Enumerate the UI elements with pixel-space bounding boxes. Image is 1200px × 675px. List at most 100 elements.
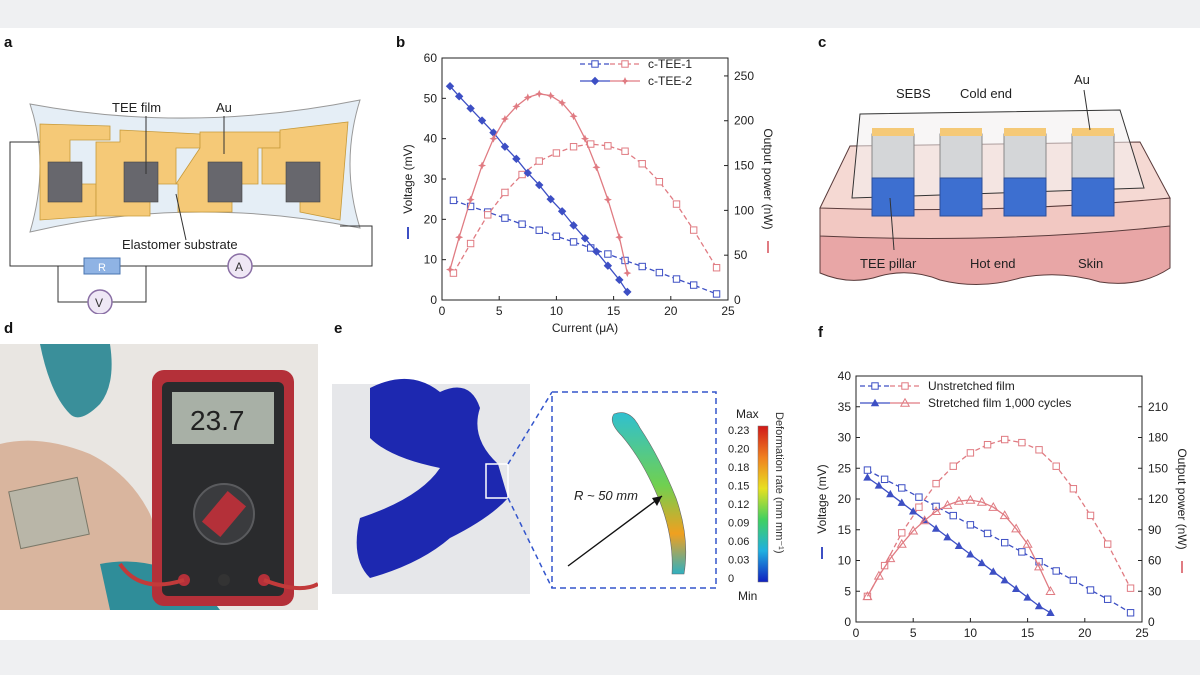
y-left-tick-label: 40 — [424, 132, 438, 146]
data-point — [603, 195, 612, 204]
y-left-tick-label: 35 — [838, 400, 852, 414]
colorbar-tick-label: 0.20 — [728, 444, 749, 456]
colorbar — [757, 425, 769, 583]
data-point — [931, 524, 941, 532]
series-line — [867, 469, 1131, 614]
colorbar-tick-label: 0.18 — [728, 462, 749, 474]
data-point — [898, 529, 906, 537]
data-point — [552, 149, 561, 157]
y-right-axis-label: Output power (nW) — [761, 128, 775, 229]
x-tick-label: 0 — [853, 626, 860, 640]
colorbar-tick-label: 0.06 — [728, 536, 749, 548]
data-point — [915, 493, 923, 501]
legend-marker — [621, 60, 629, 68]
data-point — [1034, 601, 1044, 610]
data-point — [1023, 593, 1032, 601]
data-point — [1018, 438, 1026, 447]
series-line — [453, 199, 717, 295]
data-point — [558, 98, 567, 107]
data-point — [535, 180, 544, 190]
colorbar-title: Deformation rate (mm mm⁻¹) — [773, 412, 785, 554]
x-tick-label: 10 — [964, 626, 978, 640]
data-point — [478, 161, 487, 170]
label-cold-end: Cold end — [960, 86, 1012, 101]
y-left-tick-label: 30 — [424, 172, 438, 186]
y-right-tick-label: 150 — [734, 159, 754, 173]
data-point — [512, 102, 521, 111]
ammeter-label: A — [235, 260, 243, 274]
data-point — [954, 541, 964, 549]
data-point — [466, 195, 475, 204]
data-point — [712, 290, 721, 298]
data-point — [1000, 575, 1009, 584]
y-left-tick-label: 20 — [424, 212, 438, 226]
figure: a TEE film Au Elastomer substrate — [0, 28, 1200, 640]
data-point — [1035, 446, 1043, 454]
x-tick-label: 25 — [721, 304, 735, 318]
y-left-tick-label: 30 — [838, 431, 852, 445]
data-point — [919, 515, 930, 525]
data-point — [623, 287, 632, 297]
x-tick-label: 15 — [1021, 626, 1035, 640]
legend-label: c-TEE-1 — [648, 57, 692, 71]
legend-marker — [591, 60, 599, 68]
legend-label: Unstretched film — [928, 379, 1015, 393]
probe-leads — [118, 562, 318, 591]
data-point — [863, 466, 872, 474]
label-sebs: SEBS — [896, 86, 931, 101]
label-tee-film: TEE film — [112, 100, 161, 115]
panel-label-c: c — [818, 34, 827, 51]
data-point — [1018, 548, 1026, 556]
data-point — [489, 134, 498, 143]
data-point — [989, 567, 998, 575]
panel-label-a: a — [4, 34, 13, 51]
data-point — [638, 262, 646, 271]
data-point — [449, 269, 458, 277]
data-point — [977, 558, 987, 567]
data-point — [501, 214, 509, 222]
data-point — [535, 89, 544, 98]
data-point — [999, 510, 1010, 520]
data-point — [965, 494, 976, 504]
glove-top — [40, 344, 112, 418]
device-on-hand — [8, 476, 90, 550]
label-elastomer-substrate: Elastomer substrate — [122, 237, 238, 252]
voltmeter-v — [87, 289, 113, 314]
label-skin: Skin — [1078, 256, 1103, 271]
y-right-tick-label: 90 — [1148, 523, 1162, 537]
radius-label: R ~ 50 mm — [574, 488, 638, 503]
x-tick-label: 25 — [1135, 626, 1149, 640]
y-left-tick-label: 40 — [838, 369, 852, 383]
data-point — [484, 211, 492, 219]
data-point — [580, 234, 590, 243]
multimeter-reading: 23.7 — [190, 405, 245, 436]
data-point — [1052, 567, 1060, 575]
data-point — [604, 142, 612, 150]
plot-frame — [441, 57, 729, 301]
panel-e-simulation: R ~ 50 mm Max Min 0.230.200.180.150.120.… — [332, 378, 785, 603]
data-point — [966, 521, 975, 529]
y-right-tick-label: 250 — [734, 69, 754, 83]
data-point — [569, 238, 578, 246]
data-point — [689, 281, 698, 289]
y-left-tick-label: 10 — [424, 253, 438, 267]
y-right-tick-label: 0 — [1148, 615, 1155, 629]
data-point — [445, 82, 455, 91]
legend-marker — [870, 398, 880, 407]
panel-label-f: f — [818, 324, 823, 341]
data-point — [1126, 609, 1135, 617]
data-point — [1103, 595, 1112, 603]
data-point — [672, 200, 681, 208]
data-point — [896, 538, 907, 548]
panel-label-d: d — [4, 320, 14, 337]
data-point — [500, 114, 509, 123]
y-left-tick-label: 20 — [838, 492, 852, 506]
legend-label: c-TEE-2 — [648, 74, 692, 88]
data-point — [1052, 462, 1060, 470]
data-point — [500, 142, 510, 151]
y-right-tick-label: 0 — [734, 293, 741, 307]
data-point — [592, 163, 601, 172]
data-point — [455, 233, 464, 242]
data-point — [466, 239, 475, 248]
data-point — [603, 261, 613, 270]
